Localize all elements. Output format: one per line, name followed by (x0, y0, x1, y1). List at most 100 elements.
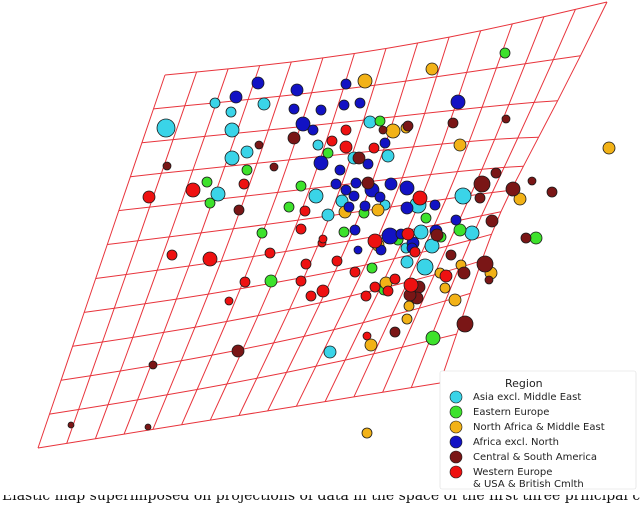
data-point (385, 123, 401, 139)
series-western_europe (142, 124, 453, 341)
figure-caption: Elastic map superimposed on projections … (0, 495, 640, 513)
data-point (403, 277, 419, 293)
grid-column-line (37, 74, 166, 449)
legend-label: Asia excl. Middle East (473, 392, 581, 403)
data-point (162, 161, 172, 171)
data-point (366, 262, 378, 274)
data-point (202, 251, 218, 267)
data-point (450, 214, 462, 226)
data-point (448, 293, 462, 307)
grid-column-line (353, 23, 513, 398)
data-point (424, 238, 440, 254)
data-point (322, 147, 334, 159)
data-point (224, 150, 240, 166)
data-point (501, 114, 511, 124)
data-point (439, 282, 451, 294)
data-point (204, 197, 216, 209)
data-point (484, 275, 494, 285)
data-point (389, 273, 401, 285)
data-point (381, 149, 395, 163)
data-point (307, 124, 319, 136)
data-point (144, 423, 152, 431)
legend-swatch (449, 465, 463, 479)
data-point (330, 178, 342, 190)
data-point (210, 186, 226, 202)
data-point (233, 204, 245, 216)
data-point (348, 190, 360, 202)
data-point (359, 200, 371, 212)
data-point (464, 225, 480, 241)
legend-label-line2: & USA & British Cmlth (473, 479, 584, 490)
data-point (264, 247, 276, 259)
data-point (457, 266, 471, 280)
data-point (430, 228, 444, 242)
data-point (420, 212, 432, 224)
data-point (295, 275, 307, 287)
grid-row-line (164, 1, 608, 76)
data-point (368, 142, 380, 154)
data-point (269, 162, 279, 172)
data-point (374, 115, 386, 127)
data-point (305, 290, 317, 302)
data-point (362, 331, 372, 341)
legend-swatch (449, 390, 463, 404)
data-point (142, 190, 156, 204)
data-point (315, 104, 327, 116)
data-point (445, 249, 457, 261)
legend-swatch (449, 450, 463, 464)
data-point (340, 78, 352, 90)
data-point (527, 176, 537, 186)
data-point (402, 120, 414, 132)
data-point (379, 137, 391, 149)
data-point (360, 290, 372, 302)
data-point (295, 116, 311, 132)
data-point (374, 191, 386, 203)
legend-entry: North Africa & Middle East (449, 420, 605, 434)
series-central_south_america (67, 114, 558, 431)
data-point (229, 90, 243, 104)
data-point (256, 227, 268, 239)
data-point (313, 155, 329, 171)
data-point (490, 167, 502, 179)
legend-label: Africa excl. North (473, 437, 559, 448)
data-point (224, 122, 240, 138)
data-point (363, 115, 377, 129)
data-point (413, 224, 429, 240)
data-point (447, 117, 459, 129)
data-point (224, 296, 234, 306)
data-point (381, 227, 399, 245)
data-point (529, 231, 543, 245)
data-point (505, 181, 521, 197)
data-point (473, 175, 491, 193)
data-point (238, 178, 250, 190)
data-point (257, 97, 271, 111)
legend-entry: Central & South America (449, 450, 597, 464)
grid-column-line (439, 1, 608, 384)
data-point (401, 313, 413, 325)
data-point (283, 201, 295, 213)
data-point (185, 182, 201, 198)
grid-column-line (123, 65, 261, 435)
data-point (288, 103, 300, 115)
data-point (456, 315, 474, 333)
data-point (318, 234, 328, 244)
data-point (339, 140, 353, 154)
series-africa (229, 76, 466, 256)
data-point (201, 176, 213, 188)
data-point (361, 176, 375, 190)
legend-entry: Eastern Europe (449, 405, 549, 419)
data-point (429, 199, 441, 211)
data-point (400, 201, 414, 215)
grid-column-line (94, 68, 229, 439)
legend-title: Region (505, 377, 543, 390)
data-point (148, 360, 158, 370)
data-point (369, 281, 381, 293)
data-point (340, 184, 352, 196)
data-point (338, 99, 350, 111)
data-point (364, 338, 378, 352)
data-point (382, 285, 394, 297)
data-point (546, 186, 558, 198)
data-point (231, 344, 245, 358)
data-point (239, 276, 251, 288)
